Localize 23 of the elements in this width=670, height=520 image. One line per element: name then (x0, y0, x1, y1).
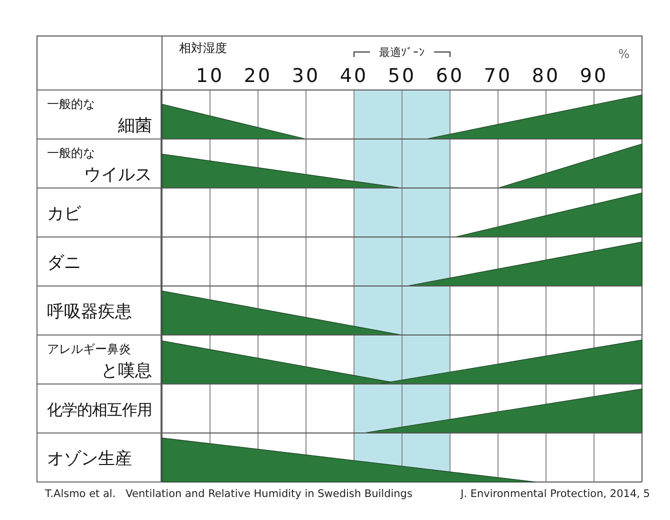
text: % (618, 47, 630, 61)
text: J. Environmental Protection, 2014, 5 (460, 488, 650, 500)
y-axis-title: カビ (47, 204, 82, 224)
text: 一般的な細菌 (47, 97, 152, 136)
x-tick-label: 60 (436, 65, 464, 87)
y-axis-title: アレルギー鼻炎と嘆息 (47, 342, 152, 381)
x-tick-label: 50 (388, 65, 416, 87)
y-axis-title: 呼吸器疾患 (47, 302, 132, 322)
x-tick-label: 20 (244, 65, 272, 87)
x-axis-title: 相対湿度 (179, 41, 227, 55)
x-tick-label: 90 (580, 65, 608, 87)
x-tick-label: 10 (196, 65, 224, 87)
x-tick-label: 40 (340, 65, 368, 87)
x-tick-label: 70 (484, 65, 512, 87)
text: Ventilation and Relative Humidity in Swedish Buildings (126, 488, 412, 500)
x-tick-label: 80 (532, 65, 560, 87)
band-label: 最適ｿﾞｰﾝ (379, 46, 425, 59)
y-axis-title: ダニ (47, 253, 81, 273)
y-axis-title: オゾン生産 (47, 449, 132, 469)
y-axis-title: 一般的なウイルス (47, 146, 152, 185)
text: T.Alsmo et al. (44, 488, 116, 500)
x-tick-label: 30 (292, 65, 320, 87)
y-axis-title: 化学的相互作用 (47, 401, 152, 419)
